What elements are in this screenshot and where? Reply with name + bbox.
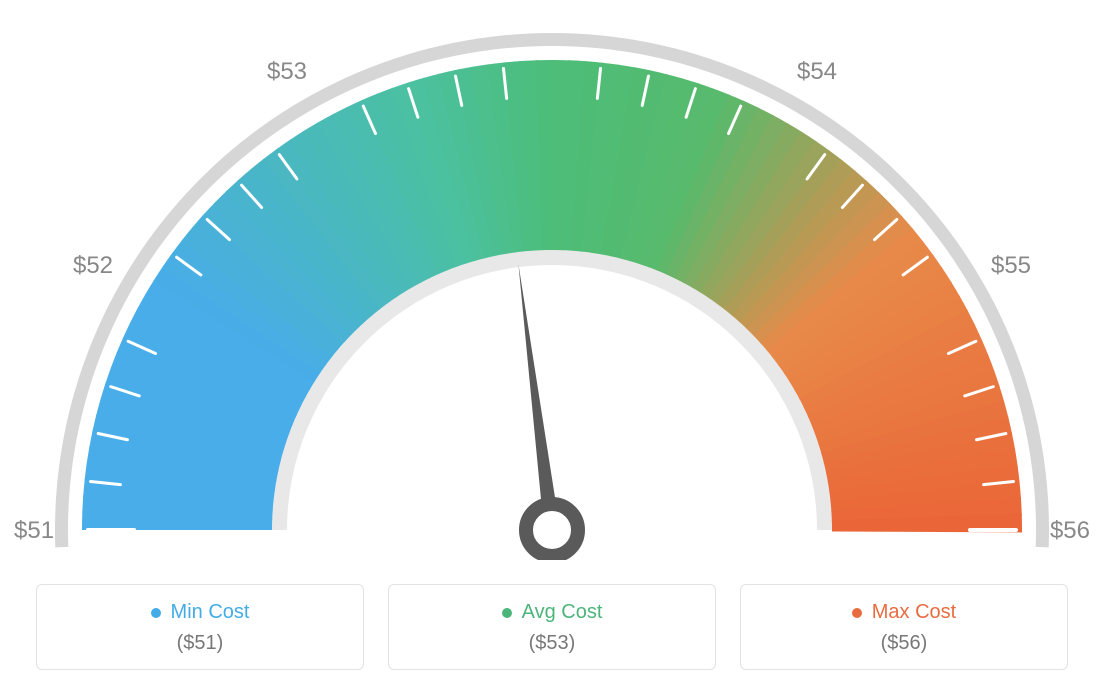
gauge-tick-label: $56 <box>1050 517 1090 544</box>
legend-label-max: Max Cost <box>872 601 956 624</box>
legend-label-avg: Avg Cost <box>522 601 603 624</box>
legend-value-min: ($51) <box>37 632 363 655</box>
legend-card-avg: Avg Cost ($53) <box>388 584 716 670</box>
legend-dot-avg <box>502 608 512 618</box>
gauge-needle-hub <box>526 504 578 556</box>
legend-card-max: Max Cost ($56) <box>740 584 1068 670</box>
gauge-tick-label: $55 <box>991 252 1031 279</box>
gauge-needle <box>518 264 560 531</box>
gauge-tick-label: $54 <box>797 58 837 85</box>
legend-title-min: Min Cost <box>151 601 250 624</box>
legend-title-max: Max Cost <box>852 601 956 624</box>
gauge-arc <box>82 60 1022 532</box>
legend-label-min: Min Cost <box>171 601 250 624</box>
gauge-tick-label: $53 <box>267 58 307 85</box>
legend-value-avg: ($53) <box>389 632 715 655</box>
legend-card-min: Min Cost ($51) <box>36 584 364 670</box>
legend-value-max: ($56) <box>741 632 1067 655</box>
legend-title-avg: Avg Cost <box>502 601 603 624</box>
legend-dot-max <box>852 608 862 618</box>
gauge-svg: $51$52$53$53$54$55$56 <box>0 0 1104 560</box>
gauge-chart: $51$52$53$53$54$55$56 <box>0 0 1104 560</box>
gauge-tick-label: $52 <box>73 252 113 279</box>
legend-dot-min <box>151 608 161 618</box>
gauge-tick-label: $51 <box>14 517 54 544</box>
legend-row: Min Cost ($51) Avg Cost ($53) Max Cost (… <box>36 584 1068 670</box>
